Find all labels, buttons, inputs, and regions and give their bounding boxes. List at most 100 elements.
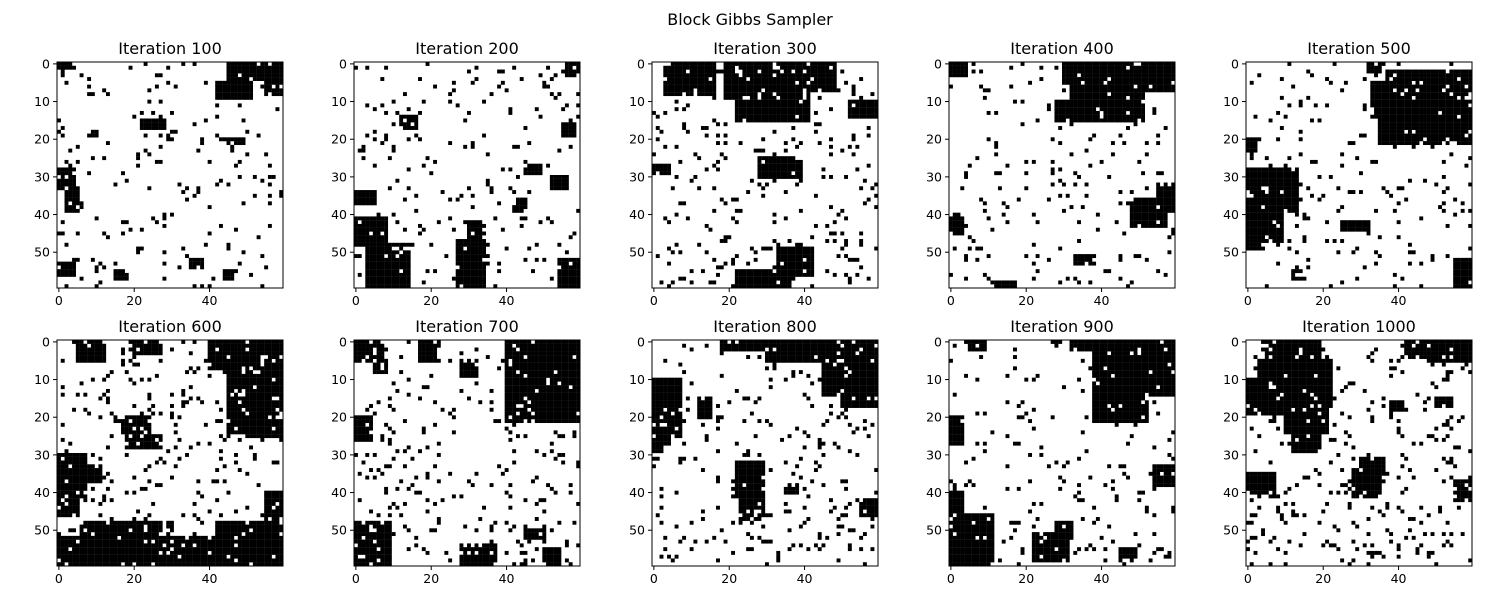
spin-cell xyxy=(264,407,269,412)
spin-cell xyxy=(986,110,991,115)
spin-cell xyxy=(410,126,415,130)
spin-cell xyxy=(271,419,276,424)
spin-cell xyxy=(1152,77,1157,81)
spin-cell xyxy=(761,80,766,85)
spin-cell xyxy=(1460,265,1465,270)
spin-cell xyxy=(459,272,464,277)
spin-cell xyxy=(832,69,837,74)
spin-cell xyxy=(576,114,581,119)
spin-cell xyxy=(1129,65,1134,70)
spin-cell xyxy=(391,265,396,270)
spin-cell xyxy=(1294,201,1299,206)
spin-cell xyxy=(72,205,76,210)
spin-cell xyxy=(241,396,246,401)
spin-cell xyxy=(448,197,453,202)
spin-cell xyxy=(1374,69,1378,74)
spin-cell xyxy=(267,407,272,412)
spin-cell xyxy=(249,535,254,540)
spin-cell xyxy=(768,159,773,164)
spin-cell xyxy=(75,159,80,164)
spin-cell xyxy=(222,92,227,97)
spin-cell xyxy=(1438,73,1443,78)
spin-cell xyxy=(1404,77,1409,81)
spin-cell xyxy=(252,193,257,198)
spin-cell xyxy=(682,126,687,130)
spin-cell xyxy=(817,65,822,70)
spin-cell xyxy=(1133,197,1138,202)
spin-cell xyxy=(1441,73,1446,78)
spin-cell xyxy=(1276,231,1281,236)
spin-cell xyxy=(192,501,197,506)
spin-cell xyxy=(1137,107,1142,112)
spin-cell xyxy=(132,490,137,495)
spin-cell xyxy=(952,73,957,78)
spin-cell xyxy=(128,377,133,382)
spin-cell xyxy=(787,250,792,255)
spin-cell xyxy=(810,254,815,259)
spin-cell xyxy=(1069,110,1074,115)
spin-cell xyxy=(500,69,505,74)
spin-cell xyxy=(994,280,999,285)
spin-cell xyxy=(1460,261,1465,266)
spin-cell xyxy=(1257,190,1262,194)
spin-cell xyxy=(391,144,396,149)
spin-cell xyxy=(226,80,231,85)
spin-cell xyxy=(697,69,702,74)
spin-cell xyxy=(847,276,852,281)
spin-cell xyxy=(964,276,968,281)
spin-cell xyxy=(829,69,833,74)
spin-cell xyxy=(723,62,728,66)
spin-cell xyxy=(68,501,73,506)
spin-cell xyxy=(1438,122,1443,127)
spin-cell xyxy=(776,159,781,164)
spin-cell xyxy=(1464,73,1469,78)
spin-cell xyxy=(64,464,69,469)
spin-cell xyxy=(387,265,392,270)
spin-cell xyxy=(376,242,381,247)
spin-cell xyxy=(1171,62,1176,66)
spin-cell xyxy=(787,261,792,266)
spin-cell xyxy=(372,235,377,240)
spin-cell xyxy=(1077,280,1081,285)
spin-cell xyxy=(222,351,227,356)
spin-cell xyxy=(467,227,471,232)
spin-cell xyxy=(1456,69,1461,74)
spin-cell xyxy=(1069,62,1074,66)
spin-cell xyxy=(1084,148,1089,153)
y-tick-label: 0 xyxy=(637,56,645,71)
spin-cell xyxy=(387,242,392,247)
spin-cell xyxy=(975,156,980,161)
spin-cell xyxy=(222,80,227,85)
spin-cell xyxy=(418,137,422,142)
spin-cell xyxy=(757,280,762,285)
spin-cell xyxy=(1279,95,1284,100)
spin-cell xyxy=(1095,118,1100,123)
spin-cell xyxy=(241,400,246,405)
spin-cell xyxy=(753,110,758,115)
spin-cell xyxy=(64,261,69,266)
spin-cell xyxy=(1374,114,1378,119)
spin-cell xyxy=(1009,84,1014,89)
spin-cell xyxy=(678,84,683,89)
spin-cell xyxy=(158,437,163,442)
spin-cell xyxy=(716,122,720,127)
spin-cell xyxy=(1148,201,1153,206)
spin-cell xyxy=(237,261,242,266)
spin-cell xyxy=(185,400,189,405)
spin-cell xyxy=(463,118,468,123)
spin-cell xyxy=(979,69,984,74)
spin-cell xyxy=(1392,118,1397,123)
spin-cell xyxy=(173,539,178,544)
spin-cell xyxy=(1407,122,1412,127)
spin-cell xyxy=(94,340,99,344)
spin-cell xyxy=(1377,137,1382,142)
spin-cell xyxy=(260,411,265,416)
spin-cell xyxy=(1084,182,1089,187)
spin-cell xyxy=(470,246,475,251)
spin-cell xyxy=(1456,280,1461,285)
spin-cell xyxy=(414,114,419,119)
spin-cell xyxy=(795,171,800,176)
spin-cell xyxy=(395,220,400,225)
spin-cell xyxy=(1253,212,1258,217)
spin-cell xyxy=(1144,141,1149,146)
